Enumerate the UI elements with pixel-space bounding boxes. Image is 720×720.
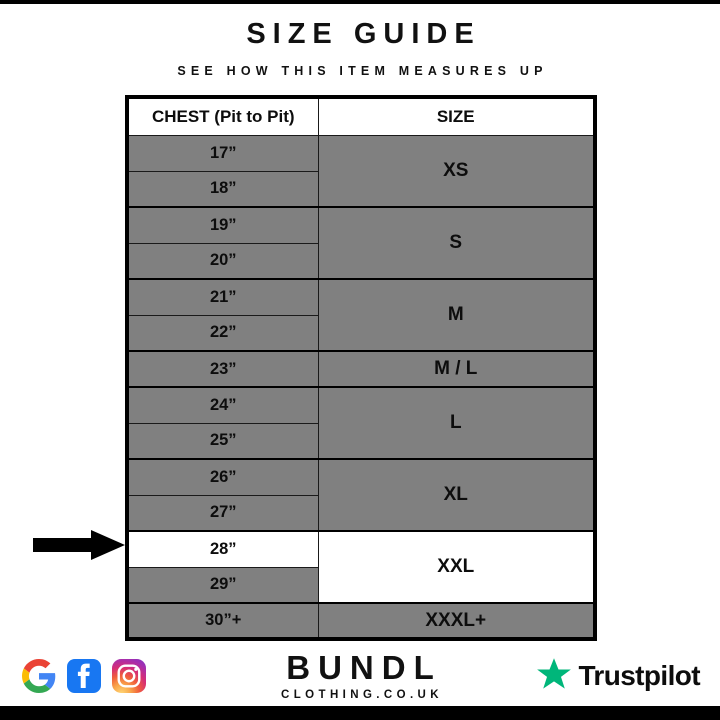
table-header: CHEST (Pit to Pit) SIZE	[126, 96, 596, 136]
instagram-icon[interactable]	[112, 659, 146, 693]
size-cell: M / L	[317, 350, 596, 388]
size-cell: S	[317, 206, 596, 280]
table-row: 27”	[126, 494, 595, 532]
measurement-cell: 29”	[126, 566, 319, 604]
trustpilot-logo[interactable]: Trustpilot	[536, 656, 701, 697]
size-cell: XL	[317, 458, 596, 532]
measurement-cell: 25”	[126, 422, 319, 460]
size-table-container: CHEST (Pit to Pit) SIZE 17” XS 18” 19” S 20” 2…	[125, 95, 597, 641]
table-row: 21” M	[126, 278, 596, 352]
measurement-cell: 21”	[126, 278, 319, 316]
facebook-icon[interactable]	[67, 659, 101, 693]
right-arrow-icon	[33, 530, 125, 560]
size-cell: L	[317, 386, 596, 460]
table-row: 28” XXL	[126, 530, 596, 604]
table-row: 25”	[126, 422, 595, 460]
size-cell: XXXL+	[317, 602, 596, 640]
table-row: 18”	[126, 170, 595, 208]
table-row: 29”	[126, 566, 595, 604]
google-icon[interactable]	[22, 659, 56, 693]
size-cell: XS	[317, 134, 596, 208]
table-row: 30”+ XXXL+	[126, 602, 596, 640]
table-row: 26” XL	[126, 458, 596, 532]
column-header-size: SIZE	[317, 96, 596, 136]
page-subtitle: SEE HOW THIS ITEM MEASURES UP	[177, 64, 548, 78]
measurement-cell: 23”	[126, 350, 319, 388]
size-cell: M	[317, 278, 596, 352]
table-header-row: CHEST (Pit to Pit) SIZE	[126, 96, 596, 136]
measurement-cell: 28”	[126, 530, 319, 568]
page-title: SIZE GUIDE	[246, 18, 481, 50]
footer: BUNDL CLOTHING.CO.UK Trustpilot	[0, 642, 720, 710]
header: SIZE GUIDE SEE HOW THIS ITEM MEASURES UP	[0, 4, 720, 78]
measurement-cell: 24”	[126, 386, 319, 424]
size-cell: XXL	[317, 530, 596, 604]
measurement-cell: 17”	[126, 134, 319, 172]
measurement-cell: 26”	[126, 458, 319, 496]
trustpilot-name: Trustpilot	[578, 660, 700, 691]
table-body: 17” XS 18” 19” S 20” 21” M 22” 23” M / L 24” L 25” 26”…	[126, 134, 596, 640]
table-row: 20”	[126, 242, 595, 280]
table-row: 19” S	[126, 206, 596, 280]
measurement-cell: 18”	[126, 170, 319, 208]
trustpilot-star-icon	[536, 656, 572, 697]
measurement-cell: 30”+	[126, 602, 319, 640]
table-row: 24” L	[126, 386, 596, 460]
size-table: CHEST (Pit to Pit) SIZE 17” XS 18” 19” S 20” 2…	[125, 95, 597, 641]
table-row: 17” XS	[126, 134, 596, 208]
measurement-cell: 20”	[126, 242, 319, 280]
measurement-cell: 19”	[126, 206, 319, 244]
measurement-cell: 27”	[126, 494, 319, 532]
column-header-chest: CHEST (Pit to Pit)	[126, 96, 319, 136]
measurement-cell: 22”	[126, 314, 319, 352]
social-icons	[22, 659, 146, 693]
table-row: 23” M / L	[126, 350, 596, 388]
